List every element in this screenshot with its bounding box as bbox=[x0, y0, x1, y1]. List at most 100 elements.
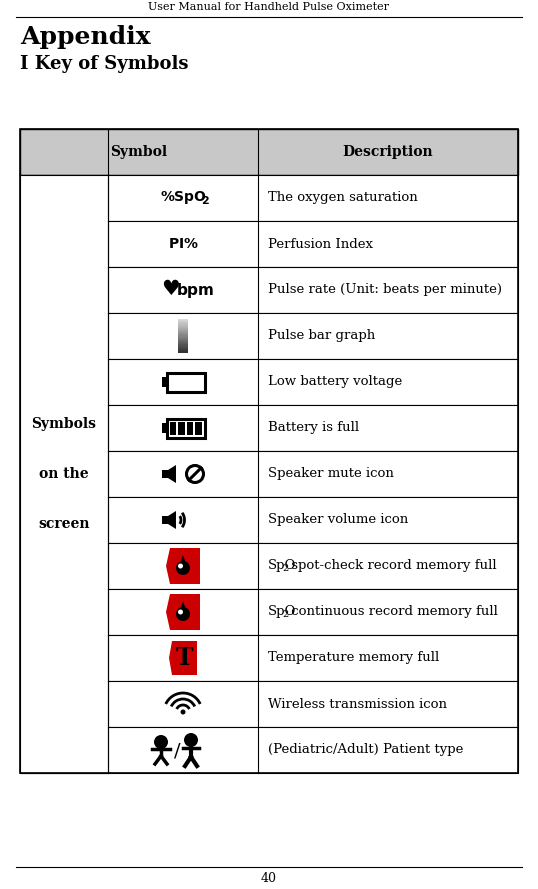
Polygon shape bbox=[178, 601, 188, 614]
Text: $\bf{\%SpO}$: $\bf{\%SpO}$ bbox=[160, 188, 207, 205]
Text: I Key of Symbols: I Key of Symbols bbox=[20, 55, 188, 73]
Bar bbox=[178, 342, 188, 344]
Bar bbox=[178, 348, 188, 349]
Bar bbox=[178, 334, 188, 336]
Bar bbox=[178, 346, 188, 347]
Bar bbox=[178, 337, 188, 338]
Bar bbox=[178, 338, 188, 340]
Text: Pulse bar graph: Pulse bar graph bbox=[268, 330, 375, 342]
Text: Pulse rate (Unit: beats per minute): Pulse rate (Unit: beats per minute) bbox=[268, 284, 502, 297]
Text: Appendix: Appendix bbox=[20, 25, 151, 49]
Bar bbox=[20, 635, 518, 681]
Bar bbox=[178, 344, 188, 346]
Bar bbox=[178, 350, 188, 351]
Bar bbox=[178, 330, 188, 332]
Bar bbox=[20, 175, 518, 221]
Circle shape bbox=[176, 561, 190, 575]
Bar bbox=[20, 359, 518, 405]
Bar bbox=[178, 322, 188, 324]
Text: $\bf{bpm}$: $\bf{bpm}$ bbox=[176, 281, 215, 300]
Bar bbox=[178, 351, 188, 353]
Text: SpO: SpO bbox=[268, 559, 296, 573]
Text: (Pediatric/Adult) Patient type: (Pediatric/Adult) Patient type bbox=[268, 743, 463, 757]
Circle shape bbox=[184, 733, 198, 747]
Bar bbox=[178, 348, 188, 350]
Bar bbox=[20, 405, 518, 451]
Text: SpO: SpO bbox=[268, 605, 296, 619]
Bar bbox=[20, 267, 518, 313]
Bar bbox=[178, 340, 188, 341]
Bar bbox=[169, 421, 176, 435]
Bar bbox=[20, 497, 518, 543]
Circle shape bbox=[178, 610, 183, 614]
Bar bbox=[162, 470, 168, 478]
Text: Symbols

on the

screen: Symbols on the screen bbox=[32, 417, 96, 531]
Bar bbox=[178, 332, 188, 333]
Bar bbox=[20, 451, 518, 497]
Text: spot-check record memory full: spot-check record memory full bbox=[287, 559, 496, 573]
Text: 2: 2 bbox=[283, 610, 289, 619]
Text: ♥: ♥ bbox=[161, 279, 180, 299]
Polygon shape bbox=[168, 511, 176, 529]
Bar bbox=[166, 419, 204, 437]
Bar bbox=[178, 329, 188, 331]
Text: User Manual for Handheld Pulse Oximeter: User Manual for Handheld Pulse Oximeter bbox=[148, 2, 390, 12]
Bar bbox=[20, 129, 518, 175]
Polygon shape bbox=[166, 548, 200, 584]
Bar bbox=[178, 321, 188, 323]
Text: Perfusion Index: Perfusion Index bbox=[268, 237, 373, 251]
Bar bbox=[178, 339, 188, 340]
Text: Temperature memory full: Temperature memory full bbox=[268, 652, 439, 664]
Bar bbox=[178, 325, 188, 327]
Bar bbox=[162, 516, 168, 524]
Bar bbox=[20, 727, 518, 773]
Bar bbox=[195, 421, 202, 435]
Bar bbox=[178, 341, 188, 342]
Bar bbox=[178, 335, 188, 337]
Polygon shape bbox=[166, 594, 200, 630]
Text: 2: 2 bbox=[283, 564, 289, 573]
Bar bbox=[178, 333, 188, 335]
Bar bbox=[178, 347, 188, 348]
Text: continuous record memory full: continuous record memory full bbox=[287, 605, 498, 619]
Bar bbox=[20, 543, 518, 589]
Text: Battery is full: Battery is full bbox=[268, 421, 359, 435]
Bar bbox=[178, 324, 188, 326]
Bar bbox=[20, 221, 518, 267]
Bar bbox=[161, 377, 166, 387]
Bar bbox=[178, 326, 188, 328]
Bar bbox=[178, 421, 185, 435]
Text: Speaker mute icon: Speaker mute icon bbox=[268, 468, 394, 480]
Polygon shape bbox=[168, 465, 176, 483]
Bar bbox=[178, 319, 188, 321]
Circle shape bbox=[176, 607, 190, 621]
Circle shape bbox=[181, 709, 186, 715]
Polygon shape bbox=[169, 641, 197, 675]
Bar bbox=[20, 175, 108, 773]
Bar bbox=[20, 129, 518, 773]
Circle shape bbox=[154, 735, 168, 749]
Text: Speaker volume icon: Speaker volume icon bbox=[268, 514, 408, 526]
Text: $\bf{2}$: $\bf{2}$ bbox=[201, 194, 209, 206]
Circle shape bbox=[178, 564, 183, 568]
Text: /: / bbox=[174, 742, 180, 760]
Text: T: T bbox=[175, 646, 193, 670]
Bar bbox=[178, 331, 188, 332]
Bar bbox=[178, 328, 188, 330]
Text: Description: Description bbox=[343, 145, 433, 159]
Text: Low battery voltage: Low battery voltage bbox=[268, 375, 402, 388]
Text: $\bf{PI\%}$: $\bf{PI\%}$ bbox=[167, 237, 199, 251]
Polygon shape bbox=[178, 556, 188, 568]
Bar bbox=[20, 589, 518, 635]
Text: Symbol: Symbol bbox=[110, 145, 167, 159]
Bar bbox=[166, 372, 204, 391]
Bar bbox=[178, 320, 188, 322]
Bar bbox=[178, 324, 188, 325]
Bar bbox=[187, 421, 193, 435]
Text: Wireless transmission icon: Wireless transmission icon bbox=[268, 698, 447, 710]
Text: The oxygen saturation: The oxygen saturation bbox=[268, 191, 417, 204]
Text: 40: 40 bbox=[261, 871, 277, 885]
Bar bbox=[20, 313, 518, 359]
Bar bbox=[178, 343, 188, 345]
Bar bbox=[161, 423, 166, 433]
